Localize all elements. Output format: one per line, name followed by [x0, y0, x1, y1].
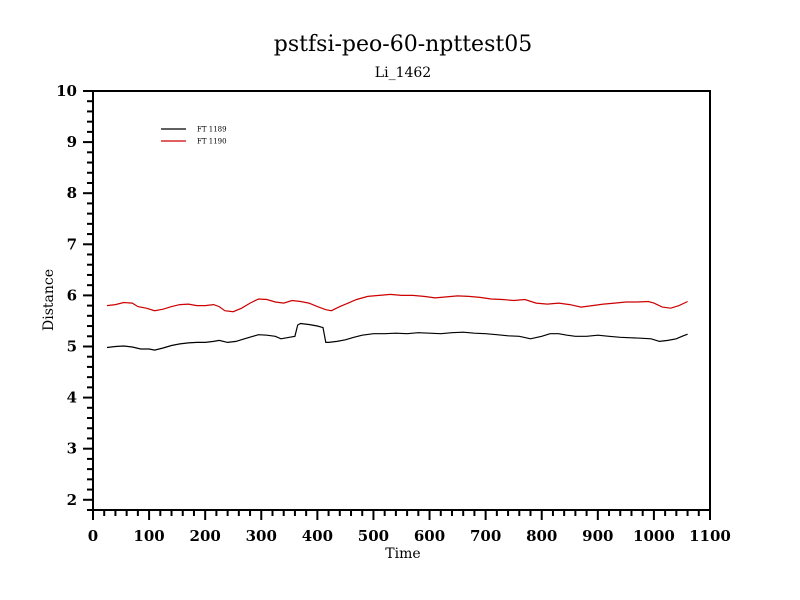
x-tick-label: 100	[133, 527, 164, 545]
series-group	[106, 293, 688, 351]
y-tick-label: 8	[67, 184, 77, 202]
x-tick-label: 500	[358, 527, 389, 545]
legend-label-2: FT 1190	[197, 138, 227, 146]
y-axis: 2 3 4 5 6 7 8 9 10	[56, 82, 93, 511]
x-tick-label: 0	[88, 527, 98, 545]
x-tick-label: 900	[582, 527, 613, 545]
y-tick-label: 3	[67, 440, 77, 458]
x-axis: 0 100 200 300 400 500 600 700 800 900 1000 1100	[88, 510, 731, 545]
x-tick-label: 1100	[689, 527, 731, 545]
y-tick-label: 7	[67, 235, 77, 253]
series-line-2	[106, 293, 688, 313]
y-tick-label: 10	[56, 82, 77, 100]
x-tick-label: 300	[246, 527, 277, 545]
chart-title: pstfsi-peo-60-npttest05	[274, 32, 532, 57]
x-axis-label: Time	[385, 546, 420, 562]
series-line-1	[106, 322, 688, 351]
y-tick-label: 4	[67, 389, 77, 407]
x-tick-label: 600	[414, 527, 445, 545]
y-tick-label: 9	[67, 133, 77, 151]
chart-subtitle: Li_1462	[375, 65, 431, 81]
x-tick-label: 200	[190, 527, 221, 545]
y-tick-label: 5	[67, 337, 77, 355]
y-tick-label: 2	[67, 491, 77, 509]
x-tick-label: 700	[470, 527, 501, 545]
x-tick-label: 400	[302, 527, 333, 545]
y-axis-label: Distance	[41, 269, 57, 331]
plot-frame	[92, 90, 711, 511]
x-tick-label: 800	[526, 527, 557, 545]
legend-label-1: FT 1189	[197, 126, 227, 134]
x-tick-label: 1000	[633, 527, 675, 545]
y-tick-label: 6	[67, 286, 77, 304]
legend: FT 1189 FT 1190	[161, 126, 227, 146]
